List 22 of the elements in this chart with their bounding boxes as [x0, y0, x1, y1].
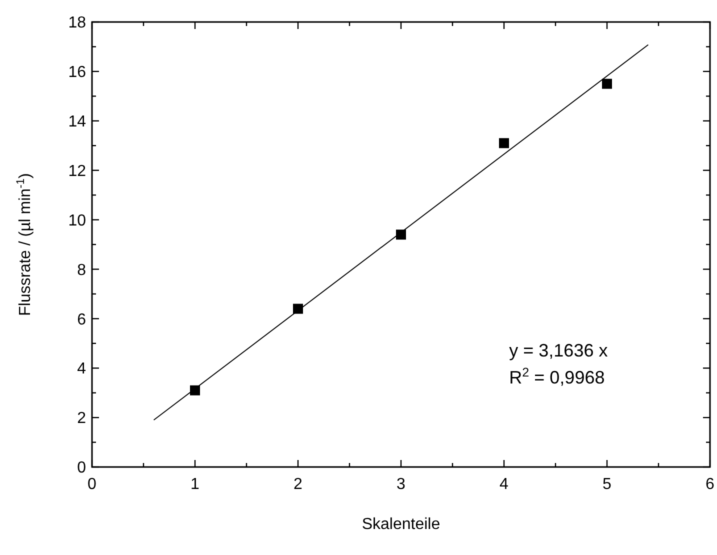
y-tick-label: 6	[77, 311, 86, 328]
annotation: y = 3,1636 x	[509, 340, 608, 361]
point	[602, 78, 612, 89]
y-tick-label: 10	[68, 212, 86, 230]
y-tick-label: 2	[77, 410, 86, 428]
y-tick-label: 0	[77, 460, 86, 477]
x-tick-label: 5	[602, 476, 612, 493]
x-tick-label: 1	[190, 476, 200, 493]
point	[499, 138, 509, 148]
annotation: R$^{2}$ = 0,9968	[509, 366, 605, 388]
x-tick-label: 3	[396, 476, 406, 493]
y-tick-label: 16	[68, 64, 86, 82]
x-axis-title: Skalenteile	[362, 516, 440, 533]
x-tick-label: 4	[500, 476, 509, 493]
y-tick-label: 12	[68, 162, 86, 180]
x-tick-label: 0	[88, 476, 97, 493]
y-tick-label: 18	[68, 14, 86, 32]
y-tick-label: 14	[68, 113, 86, 130]
x-tick-label: 6	[706, 476, 715, 493]
y-tick-label: 8	[77, 262, 86, 279]
x-tick-label: 2	[294, 476, 303, 493]
y-tick-label: 4	[77, 360, 86, 378]
